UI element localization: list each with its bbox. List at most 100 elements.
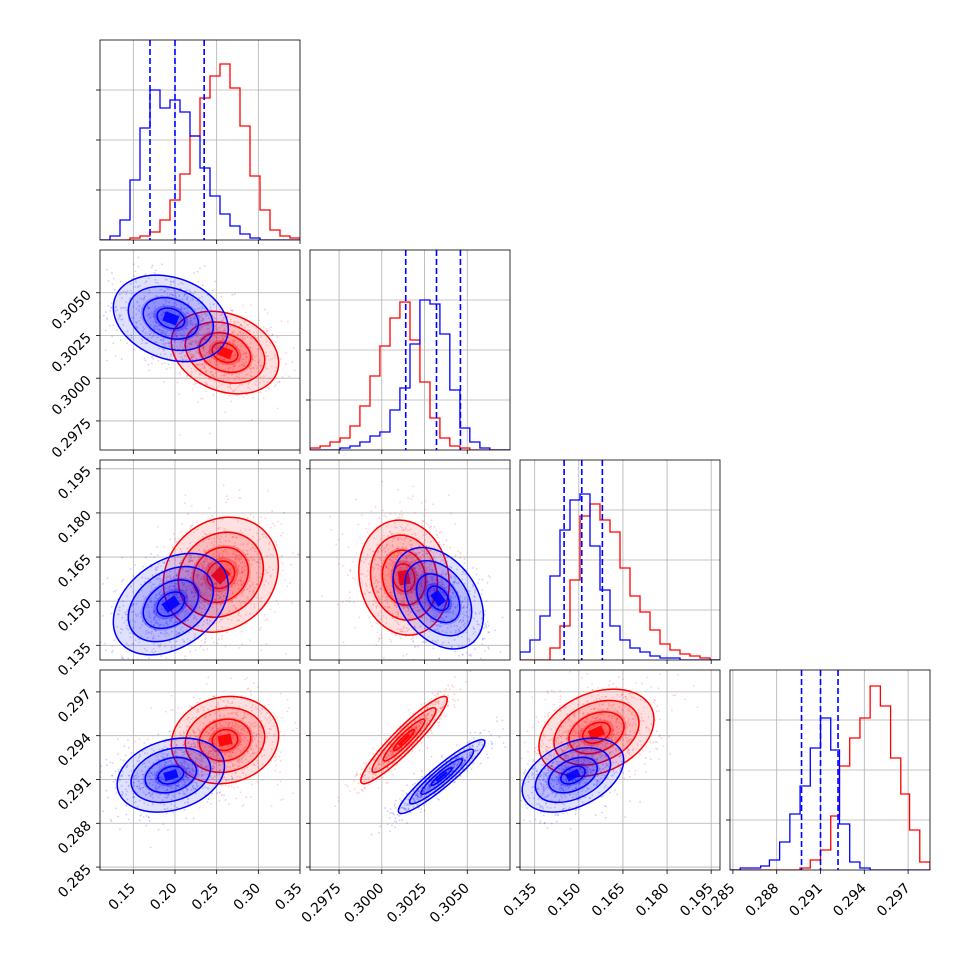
panel-2-1	[310, 460, 510, 660]
density-blue	[392, 546, 485, 650]
panel-2-0	[100, 460, 300, 660]
x-tick-label: 0.135	[501, 880, 541, 920]
density-red	[170, 310, 280, 395]
hist-red	[730, 685, 930, 870]
y-tick-label: 0.3050	[49, 287, 95, 333]
density-peak	[163, 769, 179, 782]
density-blue	[112, 552, 230, 656]
x-tick-label: 0.3025	[384, 880, 430, 926]
contour-blue	[142, 579, 200, 630]
panel-3-0	[100, 670, 300, 870]
density-peak	[565, 768, 581, 782]
panel-frame	[99, 459, 301, 661]
contour-blue	[144, 756, 198, 794]
density-red	[538, 688, 655, 778]
density-red	[162, 516, 280, 633]
x-tick-label: 0.3050	[427, 880, 473, 926]
y-tick-label: 0.2975	[49, 415, 95, 461]
y-tick-label: 0.297	[55, 686, 95, 726]
contour-blue	[142, 296, 200, 340]
hist-red	[310, 301, 510, 450]
density-peak	[587, 725, 606, 741]
density-red	[360, 695, 449, 785]
contour-red	[211, 341, 239, 364]
scatter-red	[126, 484, 300, 660]
contour-blue	[521, 737, 625, 813]
contour-red	[198, 718, 252, 762]
contour-red	[184, 707, 266, 774]
panel-frame	[519, 669, 721, 871]
contour-blue	[156, 591, 186, 618]
panel-3-1	[310, 670, 510, 870]
scatter-red	[520, 670, 699, 815]
density-blue	[116, 737, 226, 813]
contour-blue	[415, 573, 461, 624]
contour-blue	[116, 737, 226, 813]
scatter-blue	[100, 706, 252, 849]
x-tick-label: 0.15	[106, 880, 139, 913]
contour-red	[170, 310, 280, 395]
x-tick-label: 0.25	[189, 880, 222, 913]
contour-blue	[397, 738, 486, 815]
contour-blue	[404, 559, 473, 637]
contour-blue	[408, 748, 475, 805]
y-tick-label: 0.285	[55, 862, 95, 902]
contour-red	[369, 534, 439, 621]
contour-red	[170, 695, 280, 785]
x-tick-label: 0.30	[231, 880, 264, 913]
contour-red	[371, 707, 437, 774]
density-peak	[162, 311, 180, 326]
y-tick-label: 0.3025	[49, 330, 95, 376]
contour-blue	[534, 747, 612, 804]
contour-blue	[392, 546, 485, 650]
density-blue	[397, 738, 486, 815]
contour-blue	[430, 766, 453, 787]
hist-blue	[730, 717, 930, 870]
contour-blue	[130, 747, 212, 804]
panel-frame	[99, 669, 301, 871]
contour-blue	[156, 307, 186, 330]
density-peak	[430, 589, 446, 607]
contour-red	[206, 560, 236, 590]
y-tick-label: 0.288	[55, 818, 95, 858]
x-tick-label: 0.297	[874, 880, 914, 920]
contour-blue	[420, 758, 464, 795]
y-tick-label: 0.135	[55, 640, 95, 680]
contour-red	[382, 718, 426, 762]
panel-frame	[99, 249, 301, 451]
contour-blue	[112, 552, 230, 656]
hist-blue	[520, 493, 720, 660]
y-tick-label: 0.291	[55, 774, 95, 814]
x-tick-label: 0.165	[589, 880, 629, 920]
x-tick-label: 0.3000	[341, 880, 387, 926]
contour-blue	[127, 565, 215, 643]
contour-blue	[560, 765, 586, 785]
panel-1-1	[310, 250, 510, 450]
density-peak	[397, 733, 411, 747]
panel-1-0	[100, 250, 300, 450]
contour-red	[177, 531, 265, 618]
x-tick-label: 0.291	[786, 880, 826, 920]
contour-red	[192, 546, 250, 603]
x-tick-label: 0.180	[633, 880, 673, 920]
contour-red	[553, 699, 640, 766]
contour-red	[211, 728, 239, 752]
contour-blue	[127, 285, 215, 352]
panel-3-3	[730, 670, 930, 870]
contour-red	[568, 711, 625, 755]
density-blue	[521, 737, 625, 813]
hist-blue	[310, 299, 510, 450]
density-peak	[217, 733, 233, 747]
hist-blue	[100, 89, 300, 240]
contour-blue	[157, 765, 185, 785]
density-blue	[112, 274, 230, 363]
y-tick-label: 0.3000	[49, 373, 95, 419]
contour-red	[198, 332, 252, 374]
y-tick-label: 0.150	[55, 596, 95, 636]
y-tick-label: 0.180	[55, 507, 95, 547]
density-peak	[210, 564, 231, 585]
y-tick-label: 0.195	[55, 463, 95, 503]
x-tick-label: 0.294	[830, 880, 870, 920]
contour-blue	[426, 585, 450, 612]
